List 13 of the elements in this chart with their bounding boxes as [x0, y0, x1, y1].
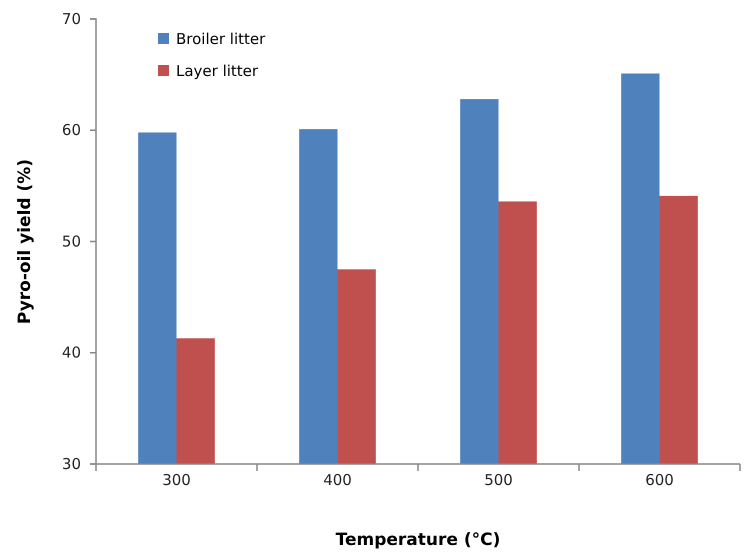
x-tick-label: 400 — [323, 471, 352, 489]
x-tick-label: 600 — [645, 471, 674, 489]
legend-label: Broiler litter — [176, 30, 266, 48]
y-tick-label: 40 — [62, 344, 81, 362]
x-tick-label: 500 — [484, 471, 513, 489]
y-tick-label: 30 — [62, 454, 81, 473]
y-tick-label: 50 — [62, 232, 81, 250]
y-axis-title: Pyro-oil yield (%) — [15, 158, 35, 324]
y-tick-label: 60 — [62, 121, 81, 140]
legend-label: Layer litter — [176, 62, 259, 80]
y-tick-label: 70 — [62, 10, 81, 28]
x-tick-label: 300 — [162, 471, 191, 489]
x-axis-title: Temperature (°C) — [336, 530, 500, 550]
